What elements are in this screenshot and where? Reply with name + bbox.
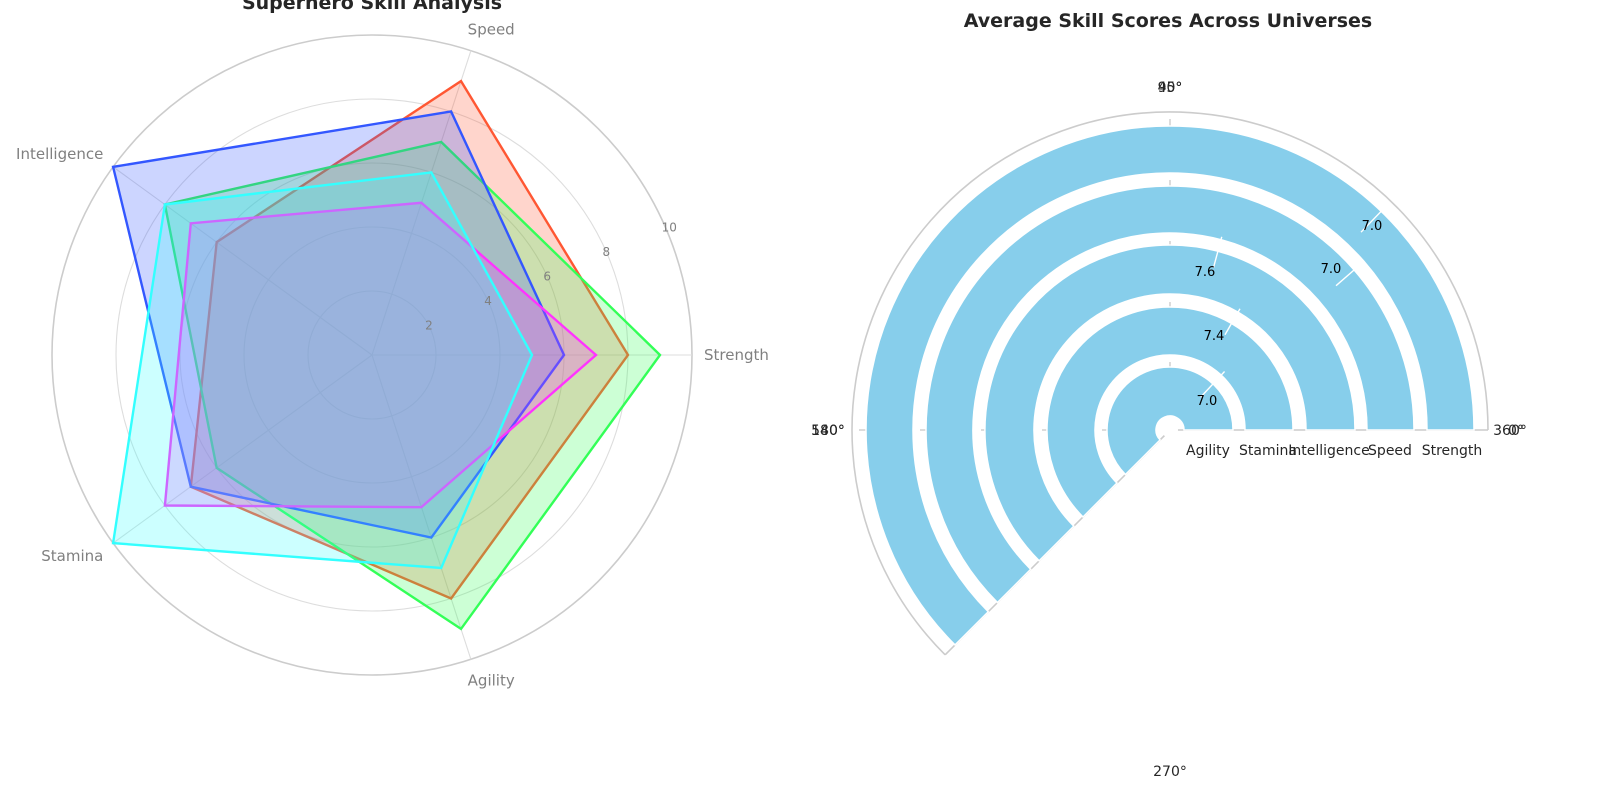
polar-outer-boundary <box>851 111 1489 656</box>
polar-value-label: 7.0 <box>1197 394 1218 409</box>
polar-category-label: Strength <box>1422 443 1483 459</box>
polar-angle-tick-label: 45° <box>1158 80 1183 96</box>
radar-r-tick-label: 2 <box>425 319 433 333</box>
radar-series-fill <box>113 172 532 568</box>
polar-separator <box>1212 236 1223 268</box>
radar-series-line <box>189 79 630 600</box>
polar-angle-tick-label: 0° <box>1508 423 1524 439</box>
radar-series-line <box>111 110 566 539</box>
radar-r-tick-label: 8 <box>603 245 611 259</box>
radar-series-fill <box>113 111 564 538</box>
radar-category-label: Strength <box>704 346 769 364</box>
radar-series-group <box>111 79 662 631</box>
polar-bar <box>865 125 1475 647</box>
polar-value-label: 7.0 <box>1321 262 1342 277</box>
polar-category-label: Agility <box>1186 443 1230 459</box>
radar-series-line <box>163 140 662 631</box>
polar-separator <box>1200 371 1226 398</box>
polar-bar <box>925 185 1415 604</box>
polar-angle-tick-labels: 360°0° 45°90° 180°540° 270° <box>811 80 1527 780</box>
radar-series-line <box>163 201 598 509</box>
polar-value-label: 7.6 <box>1195 265 1216 280</box>
radar-r-tick-label: 6 <box>543 270 551 284</box>
polar-value-labels: 7.0 7.4 7.6 7.0 7.0 <box>1195 219 1383 409</box>
radar-r-tick-labels: 2 4 6 8 10 <box>425 221 677 333</box>
radar-category-label: Agility <box>468 671 515 689</box>
polar-bar <box>1046 306 1294 519</box>
polar-angle-tick-label: 360° <box>1493 423 1527 439</box>
radar-series-fill <box>190 81 629 599</box>
polar-category-label: Intelligence <box>1288 443 1369 459</box>
polar-separator <box>1335 265 1360 287</box>
polar-value-label: 7.4 <box>1204 329 1225 344</box>
radar-category-labels: Strength Speed Intelligence Stamina Agility <box>16 21 769 690</box>
polar-value-label: 7.0 <box>1362 219 1383 234</box>
polar-category-label: Speed <box>1368 443 1412 459</box>
polar-bar <box>1106 366 1234 476</box>
polar-bar-chart: 7.0 7.4 7.6 7.0 7.0 Agility StaminaIntelligen… <box>811 10 1527 780</box>
radar-category-label: Intelligence <box>16 145 103 163</box>
polar-hub <box>1162 422 1178 438</box>
radar-chart: StrengthSpeedIntelligenceStaminaAgility … <box>16 0 769 689</box>
polar-separator <box>1360 202 1390 233</box>
radar-r-tick-label: 4 <box>484 294 492 308</box>
polar-angle-tick-label: 90° <box>1158 80 1183 96</box>
radar-spoke <box>112 354 373 544</box>
polar-category-label: Stamina <box>1239 443 1297 459</box>
polar-title: Average Skill Scores Across Universes <box>964 10 1372 32</box>
radar-category-label: Speed <box>468 21 515 39</box>
polar-angle-tick-label: 270° <box>1153 764 1187 780</box>
radar-series-line <box>111 171 534 570</box>
polar-bars <box>865 125 1475 647</box>
polar-angle-tick-label: 180° <box>811 423 845 439</box>
radar-series-fill <box>164 202 596 508</box>
radar-r-tick-label: 10 <box>662 221 677 235</box>
polar-separator <box>1224 308 1241 336</box>
radar-spoke <box>112 166 373 356</box>
polar-bar <box>984 244 1356 562</box>
radar-category-label: Stamina <box>41 547 103 565</box>
polar-angle-tick-label: 540° <box>811 423 845 439</box>
radar-title: Superhero Skill Analysis <box>242 0 502 14</box>
